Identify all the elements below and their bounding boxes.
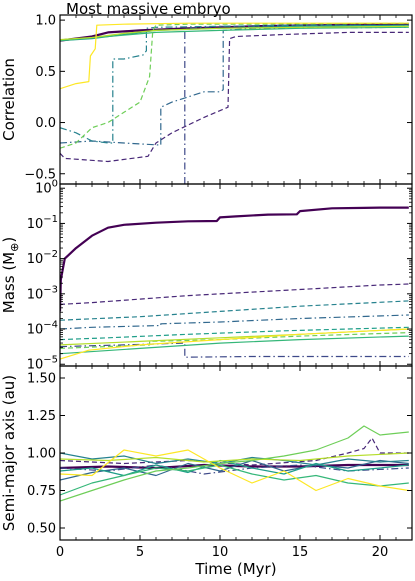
y-tick-label: 1.00 xyxy=(27,447,56,462)
series-line-9 xyxy=(60,452,409,463)
x-tick-label: 10 xyxy=(212,545,229,560)
series-line-7 xyxy=(60,464,409,496)
series-group xyxy=(60,206,409,360)
y-tick-label: 10−3 xyxy=(27,284,58,302)
series-line-1 xyxy=(60,23,409,42)
x-tick-label: 0 xyxy=(56,545,64,560)
x-tick-label: 20 xyxy=(372,545,389,560)
y-axis-label: Mass (M⊕) xyxy=(0,237,21,313)
series-line-7 xyxy=(60,335,409,355)
panel-1: −0.5 0.0 0.5 1.0 Correlation xyxy=(0,14,413,185)
series-line-10 xyxy=(60,328,409,360)
series-line-4 xyxy=(60,314,409,330)
series-line-8 xyxy=(60,332,409,349)
series-group xyxy=(60,425,409,502)
panel-2: 100 10−1 10−2 10−3 10−4 10−5 Mass (M⊕) xyxy=(0,179,413,373)
series-line-8 xyxy=(60,425,409,502)
series-line-6 xyxy=(60,326,409,341)
y-tick-label: 0.75 xyxy=(27,484,56,499)
y-tick-label: 10−1 xyxy=(27,214,58,232)
panel-frame xyxy=(59,14,413,185)
y-tick-label: 1.0 xyxy=(35,14,56,29)
series-line-4 xyxy=(60,459,409,481)
series-line-10 xyxy=(60,22,409,90)
y-axis-label: Semi-major axis (au) xyxy=(0,375,18,531)
series-line-5 xyxy=(60,300,409,321)
series-line-3 xyxy=(60,464,409,475)
series-line-4 xyxy=(60,26,409,146)
panel-3: 0.50 0.75 1.00 1.25 1.50 Semi-major axis (au) xyxy=(0,365,413,541)
x-tick-label: 5 xyxy=(136,545,144,560)
y-tick-label: 1.25 xyxy=(27,409,56,424)
series-line-2 xyxy=(60,437,409,466)
series-line-8 xyxy=(60,22,409,149)
y-tick-label: 0.0 xyxy=(35,116,56,131)
series-line-6 xyxy=(60,459,409,477)
x-tick-label: 15 xyxy=(292,545,309,560)
series-line-7 xyxy=(60,26,409,42)
chart-title: Most massive embryo xyxy=(66,0,231,18)
series-line-5 xyxy=(60,24,409,144)
series-group xyxy=(60,22,409,184)
y-tick-label: 100 xyxy=(35,179,58,197)
series-line-2 xyxy=(60,31,409,163)
series-line-2 xyxy=(60,283,409,305)
panels: −0.50.00.51.0Correlation10010−110−210−31… xyxy=(0,14,413,560)
y-tick-label: 1.50 xyxy=(27,372,56,387)
y-tick-label: 10−5 xyxy=(27,355,58,373)
y-tick-label: −0.5 xyxy=(24,167,56,182)
panel-frame xyxy=(59,365,413,541)
series-line-10 xyxy=(60,449,409,492)
y-tick-label: 0.50 xyxy=(27,522,56,537)
y-tick-label: 10−2 xyxy=(27,249,58,267)
x-axis-label: Time (Myr) xyxy=(194,560,276,578)
series-line-3 xyxy=(60,342,409,358)
series-line-9 xyxy=(60,25,409,41)
series-line-1 xyxy=(60,206,409,312)
y-tick-label: 0.5 xyxy=(35,65,56,80)
series-line-3 xyxy=(184,24,409,184)
series-line-1 xyxy=(60,463,409,470)
y-axis-label: Correlation xyxy=(0,58,18,141)
y-tick-label: 10−4 xyxy=(27,320,58,338)
